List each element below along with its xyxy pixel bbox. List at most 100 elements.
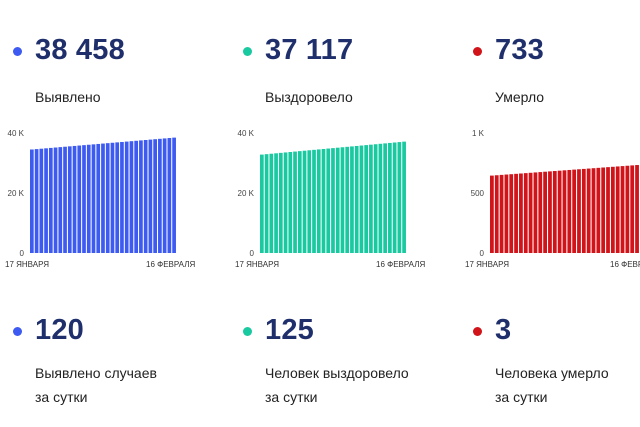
chart-bar bbox=[86, 144, 91, 253]
chart-bar bbox=[572, 169, 577, 253]
daily-deaths-dot-icon bbox=[473, 327, 482, 336]
chart-bar bbox=[143, 140, 148, 253]
chart-bar bbox=[44, 148, 48, 253]
chart-bar bbox=[577, 169, 581, 253]
chart-bar bbox=[581, 168, 586, 253]
recovered-total: 37 117 bbox=[265, 34, 354, 66]
chart-bar bbox=[383, 143, 387, 253]
chart-bar bbox=[297, 151, 302, 253]
chart-bar bbox=[105, 143, 110, 253]
chart-bar bbox=[402, 141, 406, 253]
recovered-label: Выздоровело bbox=[265, 89, 353, 105]
chart-bar bbox=[283, 152, 288, 253]
deaths-label: Умерло bbox=[495, 89, 545, 105]
daily-deaths-value: 3 bbox=[495, 314, 512, 346]
chart-bar bbox=[96, 143, 101, 253]
daily-detected-dot-icon bbox=[13, 327, 22, 336]
chart-bar bbox=[260, 154, 264, 253]
chart-bar bbox=[378, 143, 383, 253]
chart-bar bbox=[499, 174, 504, 253]
chart-bar bbox=[340, 147, 345, 253]
chart-bar bbox=[63, 146, 67, 253]
chart-bar bbox=[548, 171, 552, 253]
chart-bar bbox=[307, 150, 312, 253]
chart-bar bbox=[34, 149, 39, 253]
daily-detected-label-line1: Выявлено случаев bbox=[35, 365, 157, 381]
chart-bar bbox=[625, 165, 630, 253]
y-tick-label: 20 K bbox=[238, 189, 255, 198]
chart-bar bbox=[72, 145, 77, 253]
chart-bar bbox=[139, 140, 143, 253]
chart-bar bbox=[293, 151, 297, 253]
chart-bar bbox=[494, 175, 499, 253]
chart-bar bbox=[509, 174, 514, 253]
detected-total: 38 458 bbox=[35, 34, 125, 66]
chart-bar bbox=[162, 138, 167, 253]
chart-bar bbox=[523, 173, 528, 253]
chart-svg: 0 20 K 40 K 17 ЯНВАРЯ 16 ФЕВРАЛЯ bbox=[5, 129, 195, 269]
daily-deaths-label-line2: за сутки bbox=[495, 389, 548, 405]
chart-bar bbox=[514, 173, 518, 253]
x-tick-label-start: 17 ЯНВАРЯ bbox=[5, 260, 49, 269]
recovered-dot-icon bbox=[243, 47, 252, 56]
x-tick-label-start: 17 ЯНВАРЯ bbox=[465, 260, 509, 269]
chart-bar bbox=[562, 170, 567, 253]
chart-bar bbox=[373, 144, 378, 253]
daily-recovered-label-line1: Человек выздоровело bbox=[265, 365, 409, 381]
chart-bar bbox=[153, 139, 157, 253]
chart-bar bbox=[269, 153, 274, 253]
chart-bar bbox=[601, 167, 606, 253]
y-tick-label: 40 K bbox=[238, 129, 255, 138]
chart-bar bbox=[543, 171, 547, 253]
chart-bar bbox=[302, 150, 307, 253]
chart-bar bbox=[278, 152, 283, 253]
deaths-dot-icon bbox=[473, 47, 482, 56]
y-tick-label: 500 bbox=[471, 189, 485, 198]
chart-bar bbox=[345, 146, 350, 253]
y-tick-label: 0 bbox=[20, 249, 25, 258]
chart-bar bbox=[30, 149, 34, 253]
detected-chart: 0 20 K 40 K 17 ЯНВАРЯ 16 ФЕВРАЛЯ bbox=[0, 125, 195, 275]
chart-bar bbox=[331, 148, 335, 253]
daily-recovered-dot-icon bbox=[243, 327, 252, 336]
chart-bar bbox=[172, 137, 176, 253]
chart-bar bbox=[630, 165, 635, 253]
chart-bar bbox=[538, 172, 543, 253]
chart-svg: 0 500 1 K 17 ЯНВАРЯ 16 ФЕВР bbox=[465, 129, 640, 269]
chart-bar bbox=[82, 145, 86, 253]
chart-bar bbox=[528, 172, 533, 253]
chart-bar bbox=[586, 168, 591, 253]
chart-bar bbox=[606, 167, 610, 253]
detected-label: Выявлено bbox=[35, 89, 101, 105]
chart-bar bbox=[567, 169, 572, 253]
y-tick-label: 40 K bbox=[8, 129, 25, 138]
daily-recovered-label-line2: за сутки bbox=[265, 389, 318, 405]
daily-detected-label-line2: за сутки bbox=[35, 389, 88, 405]
chart-bar bbox=[388, 142, 392, 253]
chart-bar bbox=[519, 173, 523, 253]
chart-bar bbox=[335, 147, 340, 253]
x-tick-label-end: 16 ФЕВРАЛЯ bbox=[146, 260, 195, 269]
recovered-chart: 0 20 K 40 K 17 ЯНВАРЯ 16 ФЕВРАЛЯ bbox=[230, 125, 425, 275]
daily-deaths-label-line1: Человека умерло bbox=[495, 365, 609, 381]
chart-bar bbox=[369, 144, 373, 253]
chart-bar bbox=[53, 147, 58, 253]
chart-bar bbox=[620, 166, 625, 253]
chart-bar bbox=[615, 166, 620, 253]
chart-bar bbox=[77, 145, 82, 253]
chart-svg: 0 20 K 40 K 17 ЯНВАРЯ 16 ФЕВРАЛЯ bbox=[235, 129, 425, 269]
chart-bar bbox=[58, 147, 63, 253]
chart-bar bbox=[120, 141, 124, 253]
x-tick-label-end: 16 ФЕВРАЛЯ bbox=[376, 260, 425, 269]
chart-bar bbox=[274, 153, 278, 253]
chart-bar bbox=[158, 138, 162, 253]
chart-bar bbox=[591, 168, 596, 253]
chart-bar bbox=[392, 142, 397, 253]
daily-recovered-value: 125 bbox=[265, 314, 314, 346]
deaths-total: 733 bbox=[495, 34, 544, 66]
chart-bar bbox=[264, 154, 269, 253]
chart-bar bbox=[490, 175, 494, 253]
chart-bar bbox=[288, 152, 293, 253]
chart-bar bbox=[48, 147, 53, 253]
y-tick-label: 0 bbox=[250, 249, 255, 258]
